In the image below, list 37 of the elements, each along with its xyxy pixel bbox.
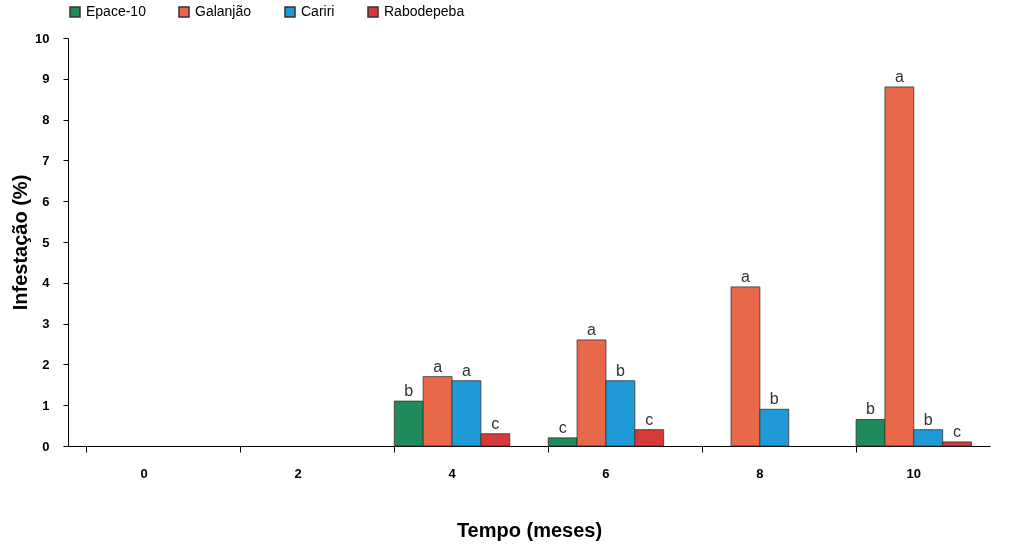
- x-tick-label: 8: [756, 465, 764, 481]
- y-tick-label: 7: [42, 152, 50, 168]
- annotation: a: [462, 361, 472, 379]
- annotation: b: [404, 382, 414, 400]
- x-tick-label: 0: [140, 465, 148, 481]
- annotation: c: [953, 422, 962, 440]
- y-tick-label: 3: [42, 316, 50, 332]
- annotation: b: [923, 410, 933, 428]
- x-axis-title: Tempo (meses): [456, 518, 603, 541]
- x-tick-label: 4: [448, 465, 457, 481]
- annotation: b: [769, 390, 779, 408]
- annotation: c: [491, 414, 500, 432]
- annotation: a: [741, 267, 750, 285]
- legend-label: Cariri: [301, 3, 335, 19]
- y-tick-label: 5: [42, 234, 50, 250]
- x-tick-label: 6: [602, 465, 610, 481]
- annotation: c: [558, 418, 567, 436]
- legend-label: Rabodepeba: [384, 3, 465, 19]
- annotation: a: [587, 320, 597, 338]
- y-tick-label: 0: [42, 438, 50, 454]
- legend-label: Galanjão: [195, 3, 252, 19]
- legend-label: Epace-10: [86, 3, 147, 19]
- x-tick-label: 10: [906, 465, 922, 481]
- y-tick-label: 1: [42, 397, 50, 413]
- y-tick-label: 9: [42, 71, 50, 87]
- y-tick-label: 10: [35, 30, 50, 46]
- y-tick-label: 2: [42, 356, 50, 372]
- x-tick-label: 2: [294, 465, 302, 481]
- annotation: b: [615, 361, 625, 379]
- annotation: a: [433, 357, 443, 375]
- y-tick-label: 4: [42, 275, 51, 291]
- annotation: b: [866, 400, 876, 418]
- y-tick-label: 8: [42, 112, 50, 128]
- annotation: c: [645, 410, 654, 428]
- y-tick-label: 6: [42, 193, 50, 209]
- annotation: a: [894, 67, 904, 85]
- y-axis-title: Infestação (%): [9, 174, 32, 311]
